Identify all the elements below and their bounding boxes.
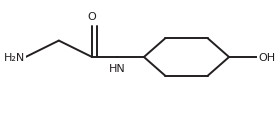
Text: OH: OH bbox=[258, 53, 276, 62]
Text: O: O bbox=[88, 12, 96, 22]
Text: HN: HN bbox=[109, 63, 126, 73]
Text: H₂N: H₂N bbox=[4, 53, 25, 62]
